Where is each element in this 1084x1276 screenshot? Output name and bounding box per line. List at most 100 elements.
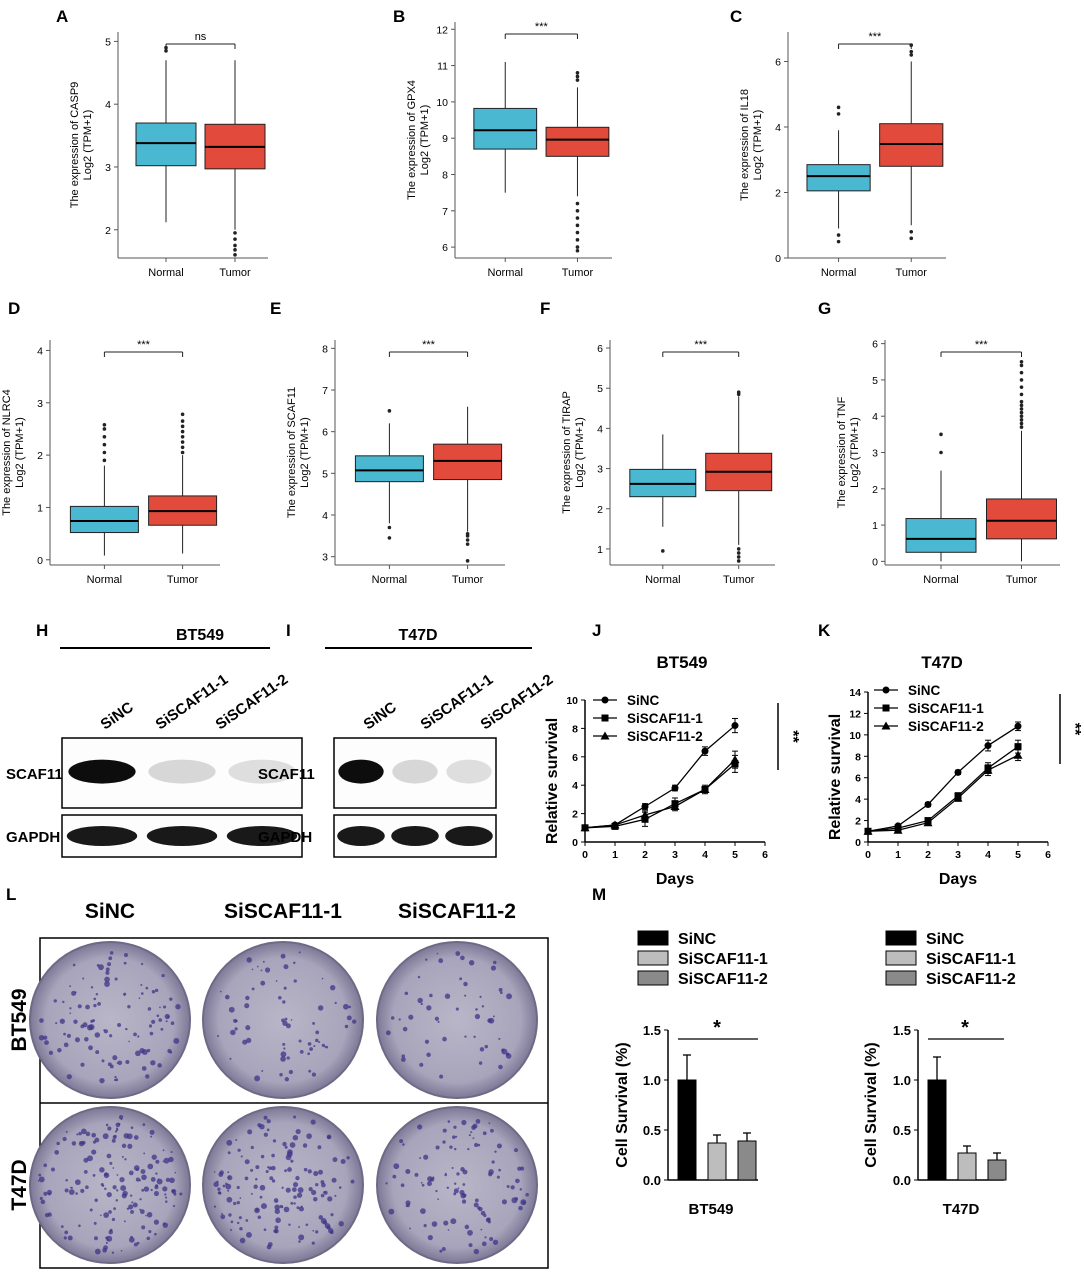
- y-tick-label: 2: [572, 809, 578, 821]
- panel-label: L: [6, 885, 16, 904]
- protein-band: [446, 759, 492, 784]
- sig-label: *: [961, 1017, 969, 1039]
- outlier-point: [102, 422, 107, 427]
- colony-dot: [235, 1139, 238, 1141]
- colony-dot: [459, 1189, 465, 1196]
- colony-dot: [129, 1194, 133, 1197]
- colony-dot: [143, 1186, 150, 1192]
- colony-dot: [298, 1206, 304, 1212]
- colony-dot: [405, 1204, 408, 1207]
- colony-dot: [519, 1188, 523, 1191]
- colony-dot: [501, 1048, 508, 1055]
- colony-dot: [346, 1015, 352, 1021]
- colony-dot: [484, 1044, 489, 1049]
- y-tick-label: 14: [849, 687, 861, 699]
- y-axis-label: Log2 (TPM+1): [419, 105, 431, 176]
- colony-dot: [162, 1149, 165, 1152]
- series-line: [867, 725, 1019, 832]
- legend-label: SiSCAF11-1: [678, 951, 768, 968]
- colony-dot: [464, 1035, 467, 1038]
- y-tick-label: 1.5: [643, 1023, 661, 1038]
- colony-dot: [109, 951, 114, 955]
- colony-dot: [142, 1123, 146, 1126]
- legend-label: SiNC: [627, 693, 660, 708]
- colony-dot: [105, 967, 110, 972]
- colony-dot: [161, 973, 165, 978]
- colony-dot: [453, 1192, 457, 1196]
- colony-dot: [318, 1041, 321, 1044]
- colony-dot: [306, 1133, 312, 1139]
- colony-dot: [453, 1188, 459, 1194]
- colony-dot: [168, 1156, 174, 1163]
- outlier-point: [387, 536, 392, 540]
- colony-dot: [464, 1224, 470, 1230]
- colony-dot: [251, 987, 255, 991]
- colony-dot: [67, 1235, 73, 1241]
- marker-triangle: [893, 825, 903, 834]
- colony-dot: [475, 1119, 481, 1124]
- outlier-point: [661, 549, 665, 553]
- marker-triangle: [863, 826, 873, 835]
- legend-label: SiSCAF11-1: [627, 711, 703, 726]
- colony-dot: [313, 1171, 319, 1177]
- colony-dot: [228, 1006, 235, 1013]
- panel-label: M: [592, 885, 606, 904]
- box-tumor: [545, 126, 610, 157]
- colony-dot: [250, 1168, 254, 1172]
- colony-dot: [146, 1236, 151, 1241]
- colony-dot: [446, 1186, 450, 1190]
- colony-dot: [266, 1244, 272, 1250]
- y-tick-label: 1: [37, 502, 43, 514]
- colony-dot: [119, 1177, 125, 1183]
- colony-dot: [338, 1221, 344, 1227]
- colony-dot: [225, 1183, 232, 1190]
- colony-dot: [323, 1190, 328, 1195]
- colony-dot: [278, 995, 282, 1000]
- y-tick-label: 0: [37, 555, 43, 567]
- colony-dot: [439, 1249, 443, 1253]
- colony-dot: [39, 1196, 43, 1200]
- y-axis-label: Log2 (TPM+1): [299, 417, 311, 488]
- colony-dot: [244, 1159, 250, 1165]
- colony-dot: [260, 1154, 265, 1159]
- bar-SiSCAF11-1: [707, 1142, 727, 1181]
- colony-dot: [140, 992, 144, 995]
- colony-dot: [438, 958, 444, 964]
- legend-swatch: [885, 950, 917, 966]
- outlier-point: [180, 440, 185, 444]
- colony-dot: [109, 1034, 113, 1038]
- colony-dot: [460, 1167, 465, 1172]
- colony-dot: [123, 1220, 126, 1223]
- lane-label: SiNC: [361, 699, 400, 734]
- colony-dot: [105, 1123, 109, 1127]
- colony-dot: [518, 1205, 523, 1211]
- colony-dot: [266, 1128, 270, 1132]
- colony-dot: [467, 1229, 473, 1236]
- colony-dot: [121, 1143, 127, 1149]
- colony-dot: [255, 1178, 258, 1181]
- colony-dot: [321, 977, 324, 980]
- protein-band: [392, 759, 438, 784]
- legend-label: SiSCAF11-2: [678, 971, 768, 988]
- outlier-point: [387, 525, 392, 530]
- colony-dot: [284, 1169, 288, 1173]
- outlier-point: [736, 390, 741, 395]
- protein-band: [68, 759, 136, 784]
- y-axis-label: Log2 (TPM+1): [574, 417, 586, 488]
- colony-dot: [284, 1077, 290, 1082]
- colony-dot: [108, 956, 113, 961]
- colony-dot: [399, 1139, 404, 1144]
- colony-dot: [307, 1052, 311, 1056]
- colony-dot: [111, 1138, 116, 1143]
- outlier-point: [180, 445, 185, 450]
- colony-dot: [449, 1145, 453, 1149]
- colony-dot: [244, 1003, 250, 1009]
- culture-plate: [29, 1106, 191, 1264]
- outlier-point: [233, 243, 237, 248]
- colony-dot: [148, 1230, 152, 1234]
- colony-dot: [312, 1229, 315, 1232]
- marker-circle: [641, 803, 649, 810]
- culture-plate: [29, 941, 191, 1099]
- colony-dot: [295, 1128, 301, 1135]
